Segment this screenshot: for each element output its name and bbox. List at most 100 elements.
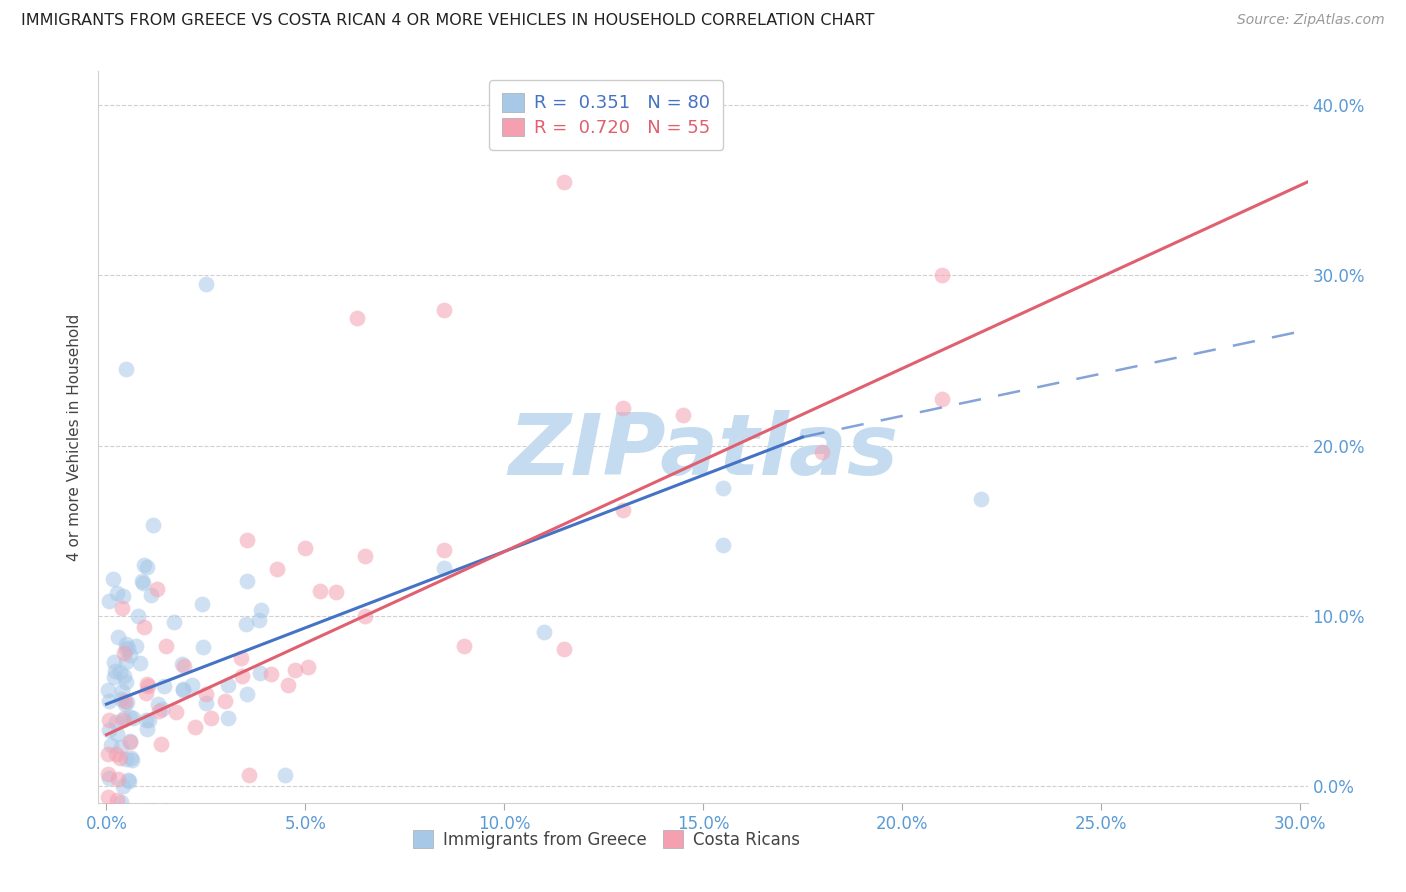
Point <box>236 533 259 547</box>
Point <box>553 175 575 189</box>
Point <box>105 793 128 807</box>
Point <box>711 538 734 552</box>
Point <box>97 713 120 727</box>
Point <box>112 669 135 683</box>
Point <box>141 805 163 819</box>
Point <box>100 738 122 752</box>
Point <box>346 311 368 326</box>
Point <box>122 711 145 725</box>
Point <box>170 657 193 671</box>
Point <box>354 608 377 623</box>
Point <box>184 720 207 734</box>
Point <box>105 747 128 761</box>
Point <box>711 481 734 495</box>
Point <box>612 401 634 416</box>
Point <box>110 665 132 679</box>
Point <box>163 615 186 630</box>
Text: IMMIGRANTS FROM GREECE VS COSTA RICAN 4 OR MORE VEHICLES IN HOUSEHOLD CORRELATIO: IMMIGRANTS FROM GREECE VS COSTA RICAN 4 … <box>21 13 875 29</box>
Point <box>277 678 299 692</box>
Point <box>146 582 169 596</box>
Point <box>553 641 575 656</box>
Point <box>97 767 120 781</box>
Point <box>114 697 136 711</box>
Point <box>112 589 135 603</box>
Point <box>110 750 132 764</box>
Point <box>172 683 194 698</box>
Point <box>112 711 135 725</box>
Point <box>115 362 138 376</box>
Point <box>134 558 156 572</box>
Point <box>236 574 259 589</box>
Point <box>103 671 125 685</box>
Point <box>110 795 132 809</box>
Point <box>114 693 136 707</box>
Point <box>811 445 834 459</box>
Point <box>121 753 143 767</box>
Point <box>120 734 142 748</box>
Point <box>180 678 202 692</box>
Point <box>191 597 214 611</box>
Point <box>101 572 124 586</box>
Point <box>107 772 129 786</box>
Point <box>214 694 236 708</box>
Point <box>148 698 170 712</box>
Point <box>97 747 120 762</box>
Point <box>127 609 149 624</box>
Point <box>148 704 170 718</box>
Point <box>97 683 120 698</box>
Point <box>235 617 257 632</box>
Point <box>238 768 260 782</box>
Point <box>247 613 270 627</box>
Point <box>433 302 456 317</box>
Point <box>217 678 239 692</box>
Point <box>266 562 288 576</box>
Point <box>143 805 166 819</box>
Point <box>115 695 138 709</box>
Point <box>138 714 160 728</box>
Point <box>142 517 165 532</box>
Point <box>672 408 695 422</box>
Point <box>97 805 120 819</box>
Point <box>97 771 120 785</box>
Point <box>165 706 187 720</box>
Point <box>260 666 283 681</box>
Point <box>135 686 157 700</box>
Point <box>115 641 138 656</box>
Point <box>103 655 125 669</box>
Point <box>136 677 159 691</box>
Point <box>110 692 132 706</box>
Point <box>153 679 176 693</box>
Point <box>98 694 121 708</box>
Point <box>129 656 152 670</box>
Point <box>112 714 135 728</box>
Point <box>104 665 127 679</box>
Point <box>931 268 953 283</box>
Point <box>112 779 135 793</box>
Point <box>124 639 146 653</box>
Point <box>136 679 159 693</box>
Point <box>194 687 217 701</box>
Point <box>112 646 135 660</box>
Point <box>150 737 173 751</box>
Point <box>612 503 634 517</box>
Point <box>115 674 138 689</box>
Point <box>200 711 222 725</box>
Point <box>118 734 141 748</box>
Point <box>294 541 316 555</box>
Point <box>114 751 136 765</box>
Point <box>97 790 120 805</box>
Point <box>249 666 271 681</box>
Point <box>105 727 128 741</box>
Point <box>453 640 475 654</box>
Point <box>110 739 132 754</box>
Point <box>136 560 159 574</box>
Point <box>135 723 157 737</box>
Point <box>120 751 142 765</box>
Point <box>533 624 555 639</box>
Point <box>433 542 456 557</box>
Point <box>155 639 177 653</box>
Point <box>231 669 253 683</box>
Point <box>155 805 177 819</box>
Y-axis label: 4 or more Vehicles in Household: 4 or more Vehicles in Household <box>67 313 83 561</box>
Point <box>235 688 257 702</box>
